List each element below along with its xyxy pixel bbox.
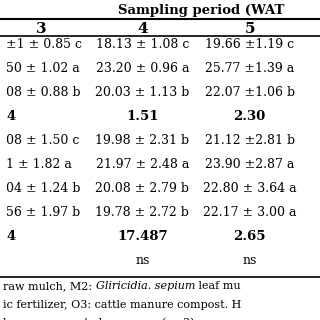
Text: 4: 4 <box>6 110 16 123</box>
Text: ic fertilizer, O3: cattle manure compost. H: ic fertilizer, O3: cattle manure compost… <box>3 300 242 310</box>
Text: 2.65: 2.65 <box>233 230 266 243</box>
Text: 22.17 ± 3.00 a: 22.17 ± 3.00 a <box>203 206 296 219</box>
Text: 08 ± 1.50 c: 08 ± 1.50 c <box>6 134 80 147</box>
Text: 08 ± 0.88 b: 08 ± 0.88 b <box>6 86 81 99</box>
Text: 23.20 ± 0.96 a: 23.20 ± 0.96 a <box>96 62 189 75</box>
Text: 5: 5 <box>244 22 255 36</box>
Text: 18.13 ± 1.08 c: 18.13 ± 1.08 c <box>96 38 189 51</box>
Text: 22.07 ±1.06 b: 22.07 ±1.06 b <box>204 86 295 99</box>
Text: 4: 4 <box>6 230 16 243</box>
Text: 3: 3 <box>36 22 47 36</box>
Text: 22.80 ± 3.64 a: 22.80 ± 3.64 a <box>203 182 296 195</box>
Text: 19.78 ± 2.72 b: 19.78 ± 2.72 b <box>95 206 189 219</box>
Text: 20.08 ± 2.79 b: 20.08 ± 2.79 b <box>95 182 189 195</box>
Text: raw mulch, M2:: raw mulch, M2: <box>3 281 96 292</box>
Text: 2.30: 2.30 <box>234 110 266 123</box>
Text: 19.98 ± 2.31 b: 19.98 ± 2.31 b <box>95 134 189 147</box>
Text: 23.90 ±2.87 a: 23.90 ±2.87 a <box>205 158 294 171</box>
Text: 25.77 ±1.39 a: 25.77 ±1.39 a <box>205 62 294 75</box>
Text: 21.12 ±2.81 b: 21.12 ±2.81 b <box>204 134 295 147</box>
Text: 17.487: 17.487 <box>117 230 168 243</box>
Text: 4: 4 <box>137 22 148 36</box>
Text: ns: ns <box>135 254 149 267</box>
Text: 56 ± 1.97 b: 56 ± 1.97 b <box>6 206 81 219</box>
Text: 04 ± 1.24 b: 04 ± 1.24 b <box>6 182 81 195</box>
Text: 20.03 ± 1.13 b: 20.03 ± 1.13 b <box>95 86 189 99</box>
Text: 1.51: 1.51 <box>126 110 159 123</box>
Text: Sampling period (WAT: Sampling period (WAT <box>118 4 285 17</box>
Text: lue are presented as means (n=3). ns: non-s: lue are presented as means (n=3). ns: no… <box>3 317 252 320</box>
Text: 21.97 ± 2.48 a: 21.97 ± 2.48 a <box>96 158 189 171</box>
Text: 19.66 ±1.19 c: 19.66 ±1.19 c <box>205 38 294 51</box>
Text: 50 ± 1.02 a: 50 ± 1.02 a <box>6 62 80 75</box>
Text: leaf mu: leaf mu <box>195 281 241 292</box>
Text: 1 ± 1.82 a: 1 ± 1.82 a <box>6 158 72 171</box>
Text: ±1 ± 0.85 c: ±1 ± 0.85 c <box>6 38 83 51</box>
Text: ns: ns <box>243 254 257 267</box>
Text: Gliricidia. sepium: Gliricidia. sepium <box>96 281 195 292</box>
